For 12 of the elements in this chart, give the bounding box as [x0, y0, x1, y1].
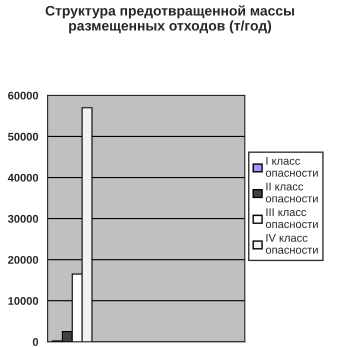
y-tick-label: 0 — [32, 338, 38, 346]
y-tick-label: 60000 — [8, 92, 38, 100]
y-tick-label: 10000 — [8, 297, 38, 305]
y-tick-label: 40000 — [8, 174, 38, 182]
chart-title: Структура предотвращенной массы размещенных отходов (т/год) — [46, 5, 294, 34]
y-tick-label: 20000 — [8, 256, 38, 264]
y-tick-label: 50000 — [8, 132, 38, 141]
legend-label: IV класс опасности — [266, 234, 318, 254]
y-tick-label: 30000 — [8, 214, 38, 223]
legend-label: I класс опасности — [266, 157, 318, 177]
legend-label: II класс опасности — [266, 182, 318, 202]
legend-label: III класс опасности — [266, 208, 318, 228]
